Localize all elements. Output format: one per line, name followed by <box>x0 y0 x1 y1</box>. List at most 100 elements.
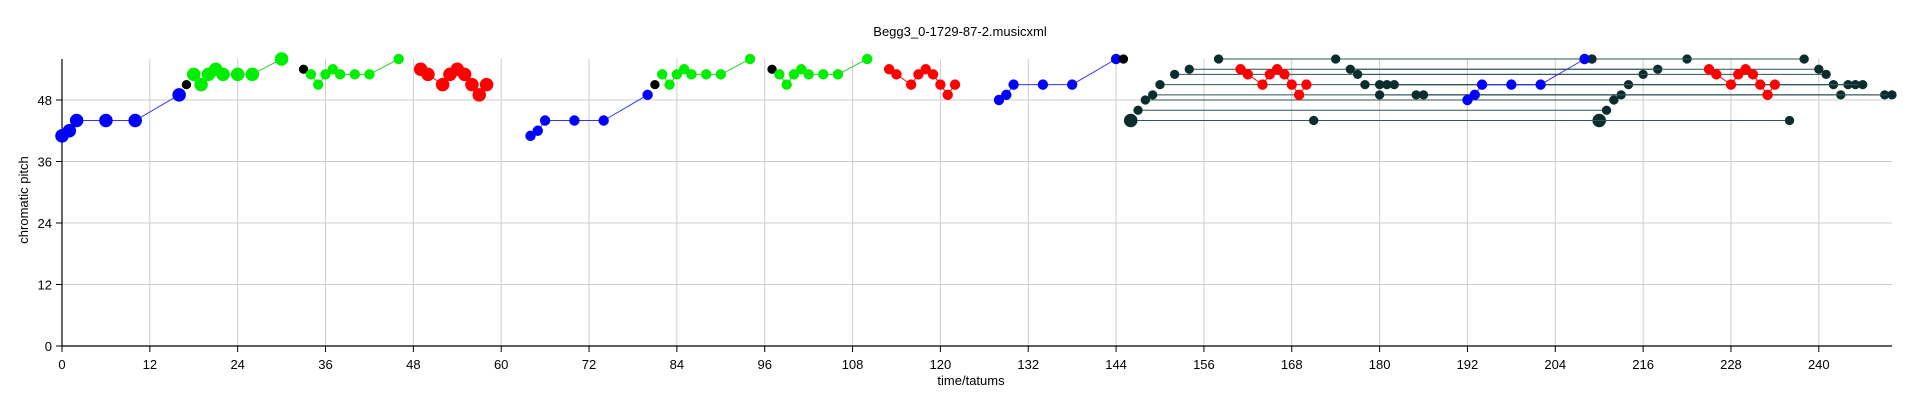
note-point <box>1066 79 1078 90</box>
note-point <box>1711 69 1722 80</box>
note-point <box>313 79 324 90</box>
y-tick-label: 36 <box>38 155 52 170</box>
x-tick-label: 0 <box>58 357 65 372</box>
link-start-point <box>1309 115 1319 126</box>
link-start-point <box>1331 54 1341 64</box>
note-point <box>172 88 186 102</box>
link-start-point <box>1374 90 1385 100</box>
note-point <box>1110 53 1122 65</box>
link-end-point <box>1609 95 1619 105</box>
note-point <box>642 89 653 101</box>
x-tick-label: 108 <box>842 357 864 372</box>
note-point <box>935 79 946 90</box>
link-start-point <box>1374 79 1385 90</box>
note-point <box>465 77 479 92</box>
note-point <box>1264 69 1276 80</box>
note-point <box>796 64 807 75</box>
link-start-point <box>1133 105 1143 115</box>
x-tick-label: 120 <box>930 357 952 372</box>
note-point <box>650 79 660 90</box>
note-point <box>1279 69 1290 80</box>
note-point <box>920 64 931 75</box>
note-point <box>1733 69 1744 80</box>
note-point <box>598 115 609 126</box>
link-end-point <box>1784 115 1795 126</box>
link-end-point <box>1814 64 1824 74</box>
note-point <box>1769 79 1781 90</box>
note-point <box>472 88 486 102</box>
note-point <box>1476 79 1488 90</box>
x-tick-label: 228 <box>1720 357 1742 372</box>
note-point <box>862 53 873 65</box>
note-point <box>274 52 289 66</box>
note-point <box>69 113 84 128</box>
link-start-point <box>1382 79 1392 90</box>
note-point <box>1235 64 1246 75</box>
x-tick-label: 24 <box>230 357 244 372</box>
note-point <box>1469 89 1480 101</box>
series-layer <box>55 52 1781 143</box>
note-point <box>1008 79 1019 90</box>
note-point <box>832 69 844 80</box>
link-start-point <box>1213 54 1224 64</box>
note-point <box>657 69 668 80</box>
note-point <box>671 69 683 80</box>
note-point <box>1755 79 1766 90</box>
note-point <box>1762 89 1773 101</box>
x-tick-label: 60 <box>494 357 508 372</box>
x-tick-label: 240 <box>1808 357 1830 372</box>
note-point <box>305 69 317 80</box>
note-point <box>942 89 953 101</box>
chart-title: Begg3_0-1729-87-2.musicxml <box>873 24 1047 39</box>
link-start-point <box>1389 79 1399 90</box>
note-point <box>883 64 895 75</box>
note-point <box>532 125 543 136</box>
link-start-point <box>1169 69 1180 80</box>
link-start-point <box>1360 79 1370 90</box>
note-point <box>664 79 675 90</box>
x-tick-label: 96 <box>757 357 771 372</box>
x-tick-label: 156 <box>1193 357 1215 372</box>
note-point <box>1725 79 1737 90</box>
note-point <box>62 123 77 138</box>
link-start-point <box>1140 95 1151 105</box>
note-point <box>181 79 192 90</box>
x-tick-label: 144 <box>1105 357 1127 372</box>
x-tick-label: 72 <box>582 357 596 372</box>
note-point <box>457 67 472 82</box>
note-point <box>1001 89 1012 101</box>
link-start-point <box>1123 113 1138 128</box>
note-point <box>803 69 814 80</box>
note-point <box>1301 79 1312 90</box>
note-point <box>364 69 375 80</box>
link-start-point <box>1148 90 1158 100</box>
note-point <box>686 69 697 80</box>
link-start-point <box>1352 69 1363 80</box>
note-point <box>1506 79 1517 90</box>
link-start-point <box>1184 64 1194 74</box>
note-point <box>334 69 346 80</box>
x-tick-label: 192 <box>1457 357 1479 372</box>
x-tick-label: 216 <box>1632 357 1654 372</box>
note-point <box>298 64 309 74</box>
link-end-point <box>1858 79 1868 90</box>
link-end-point <box>1587 54 1597 64</box>
note-point <box>774 69 785 80</box>
note-point <box>993 94 1005 106</box>
links-layer <box>1123 54 1897 128</box>
x-tick-label: 12 <box>143 357 157 372</box>
note-point <box>435 77 450 92</box>
note-point <box>767 64 777 74</box>
note-point <box>1271 64 1283 75</box>
note-point <box>679 64 690 75</box>
x-tick-label: 168 <box>1281 357 1303 372</box>
x-tick-label: 84 <box>670 357 684 372</box>
note-point <box>913 69 924 80</box>
y-tick-label: 24 <box>38 216 52 231</box>
note-point <box>327 64 339 75</box>
note-point <box>539 115 551 126</box>
note-point <box>788 69 800 80</box>
y-axis-label: chromatic pitch <box>16 156 31 243</box>
note-point <box>1535 79 1546 90</box>
note-point <box>949 79 961 90</box>
